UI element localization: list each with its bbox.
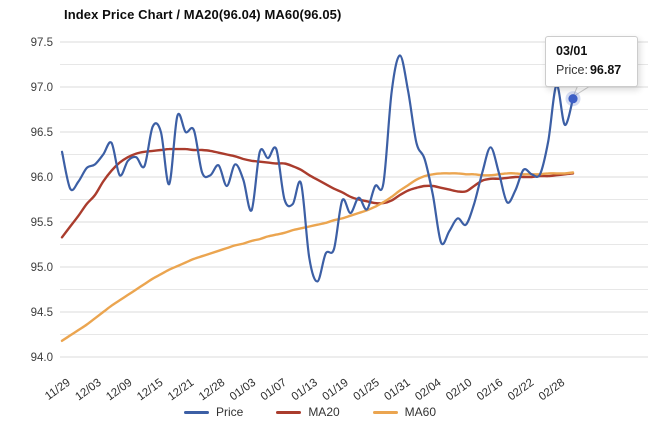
x-tick-label: 01/31 [382,377,412,404]
x-tick-label: 02/16 [475,377,505,404]
x-tick-label: 01/25 [351,377,381,404]
legend-item-price[interactable]: Price [183,405,244,419]
ma20-line-swatch-icon [276,410,302,414]
y-tick-label: 94.0 [31,352,53,364]
y-tick-label: 96.0 [31,172,53,184]
x-tick-label: 12/21 [166,377,196,404]
x-tick-label: 12/15 [135,377,165,404]
y-tick-label: 96.5 [31,127,53,139]
series-line-price[interactable] [60,54,575,283]
gridlines [60,41,648,358]
x-tick-label: 01/13 [290,377,320,404]
y-tick-label: 94.5 [31,307,53,319]
legend-item-ma60[interactable]: MA60 [372,405,437,419]
tooltip-series-label: Price: [556,62,588,77]
legend-label-price: Price [215,405,244,419]
y-tick-label: 95.5 [31,217,53,229]
x-tick-label: 11/29 [43,377,73,403]
legend-label-ma60: MA60 [404,405,437,419]
highlight-dot[interactable] [568,94,578,104]
x-tick-label: 01/19 [321,377,351,404]
tooltip-value: 96.87 [589,62,622,77]
tooltip-row: Price: 96.87 [556,61,628,80]
y-tick-label: 95.0 [31,262,53,274]
x-tick-label: 01/03 [228,377,258,404]
x-tick-label: 12/09 [104,377,134,404]
page-title: Index Price Chart / MA20(96.04) MA60(96.… [64,7,342,22]
series-line-ma60[interactable] [60,171,575,342]
x-tick-label: 01/07 [259,377,289,404]
x-tick-label: 02/10 [444,377,474,404]
y-tick-label: 97.0 [31,82,53,94]
x-axis-labels: 11/29 12/03 12/09 12/15 12/21 12/28 01/03 01/07… [43,376,567,403]
tooltip: 03/01 Price: 96.87 [545,36,638,87]
legend-item-ma20[interactable]: MA20 [276,405,340,419]
tooltip-date: 03/01 [556,44,588,58]
ma60-line-swatch-icon [372,410,398,414]
x-tick-label: 02/28 [537,377,567,404]
price-line-swatch-icon [183,410,209,414]
x-tick-label: 02/22 [506,377,536,404]
y-tick-label: 97.5 [31,37,53,49]
legend: Price MA20 MA60 [0,401,638,423]
y-axis-labels: 94.0 94.5 95.0 95.5 96.0 96.5 97.0 97.5 [31,37,53,364]
x-tick-label: 02/04 [413,376,444,403]
legend-label-ma20: MA20 [308,405,340,419]
x-tick-label: 12/28 [197,377,227,404]
x-tick-label: 12/03 [73,377,103,404]
